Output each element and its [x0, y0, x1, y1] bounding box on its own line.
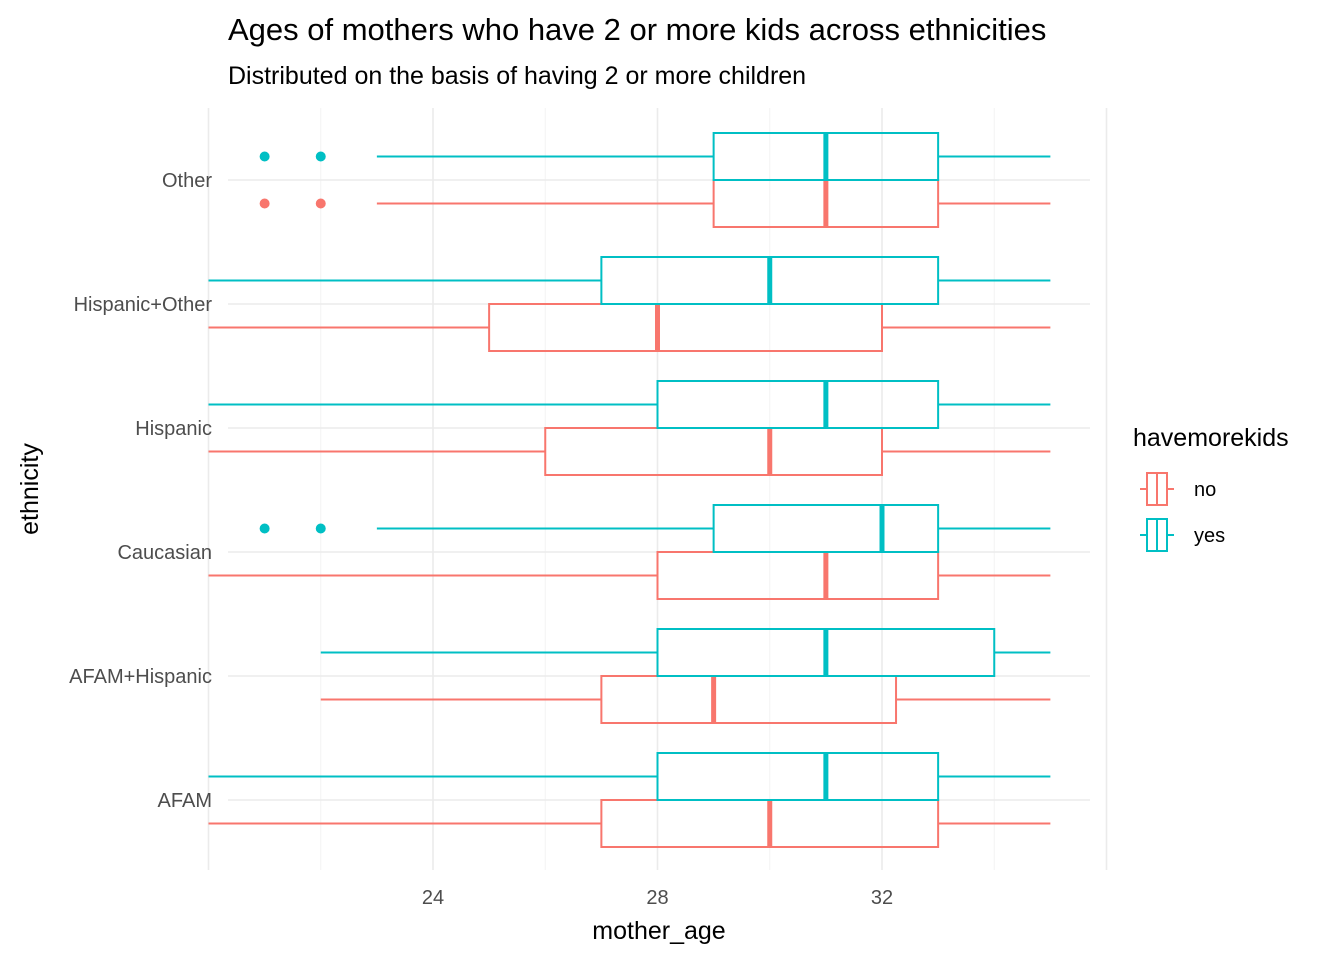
box-iqr [712, 504, 940, 553]
box-iqr [544, 427, 883, 476]
box-no-AFAM [208, 799, 1051, 848]
outlier-point [315, 198, 326, 209]
box-no-AFAM+Hispanic [320, 675, 1051, 724]
y-axis-title: ethnicity [16, 443, 44, 535]
box-no-Other [259, 179, 1051, 228]
legend-label: yes [1194, 525, 1225, 547]
box-yes-AFAM+Hispanic [320, 628, 1051, 677]
box-yes-Hispanic+Other [208, 256, 1051, 305]
box-iqr [488, 303, 883, 352]
outlier-point [259, 151, 270, 162]
box-yes-Caucasian [259, 504, 1051, 553]
x-axis-ticks: 24 28 32 [422, 887, 893, 909]
legend: havemorekids no yes [1133, 424, 1289, 552]
legend-item-no: no [1140, 472, 1216, 506]
box-yes-AFAM [208, 752, 1051, 801]
legend-label: no [1194, 479, 1216, 501]
y-tick-label: Other [162, 170, 212, 192]
outlier-point [315, 151, 326, 162]
outlier-point [259, 198, 270, 209]
x-tick-label: 32 [871, 887, 893, 909]
y-tick-label: AFAM+Hispanic [69, 666, 212, 688]
box-no-Hispanic+Other [208, 303, 1051, 352]
x-tick-label: 28 [646, 887, 668, 909]
x-axis-title: mother_age [592, 917, 725, 945]
chart-title: Ages of mothers who have 2 or more kids … [228, 12, 1046, 47]
y-axis-ticks: AFAM AFAM+Hispanic Caucasian Hispanic Hispan… [69, 170, 212, 812]
legend-item-yes: yes [1140, 518, 1225, 552]
box-iqr [656, 551, 940, 600]
y-tick-label: Hispanic+Other [74, 294, 213, 316]
boxes [208, 132, 1051, 848]
box-yes-Hispanic [208, 380, 1051, 429]
outlier-point [259, 523, 270, 534]
y-tick-label: Hispanic [135, 418, 212, 440]
box-no-Hispanic [208, 427, 1051, 476]
box-iqr [600, 675, 898, 724]
box-yes-Other [259, 132, 1051, 181]
legend-title: havemorekids [1133, 424, 1289, 452]
box-iqr [656, 752, 940, 801]
x-tick-label: 24 [422, 887, 444, 909]
chart-subtitle: Distributed on the basis of having 2 or … [228, 62, 806, 90]
box-iqr [656, 380, 940, 429]
y-tick-label: AFAM [158, 790, 212, 812]
y-tick-label: Caucasian [117, 542, 212, 564]
box-no-Caucasian [208, 551, 1051, 600]
outlier-point [315, 523, 326, 534]
